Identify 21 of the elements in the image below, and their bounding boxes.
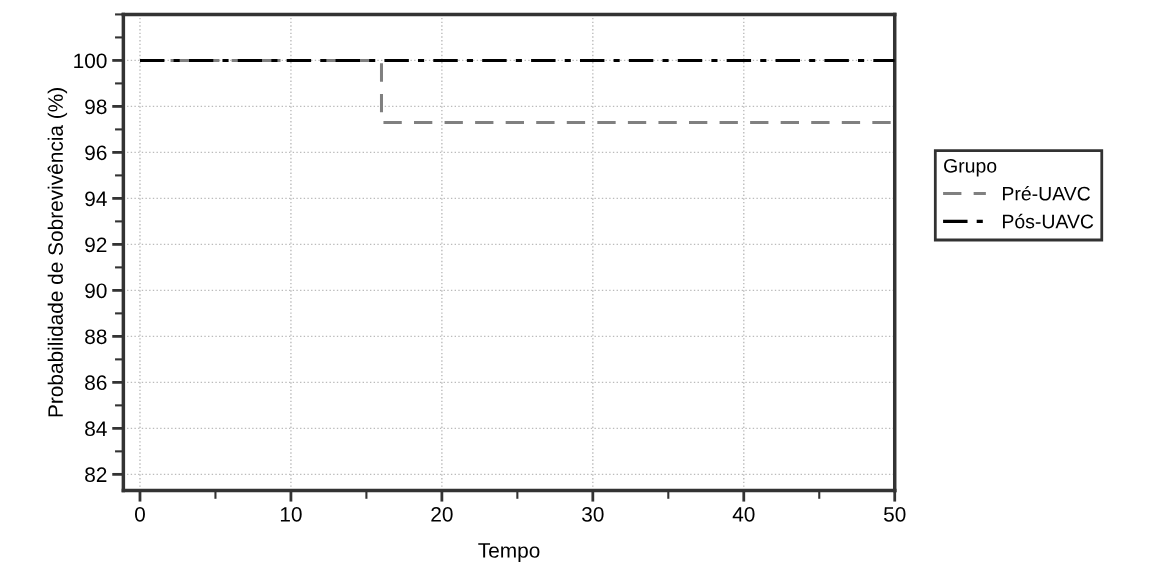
y-axis-title: Probabilidade de Sobrevivência (%) (47, 88, 68, 417)
legend-label: Pós-UAVC (1003, 213, 1094, 229)
x-tick-label: 20 (431, 506, 453, 522)
y-tick-label: 92 (85, 237, 107, 253)
legend-label: Pré-UAVC (1003, 186, 1090, 201)
legend-title: Grupo (944, 158, 997, 177)
y-tick-label: 94 (85, 191, 107, 207)
x-tick-label: 0 (135, 506, 145, 522)
y-tick-label: 90 (85, 283, 107, 299)
y-tick-label: 96 (85, 145, 107, 161)
y-tick-label: 100 (74, 53, 107, 69)
x-tick-label: 10 (280, 506, 302, 522)
x-axis-title: Tempo (478, 543, 540, 562)
y-tick-label: 82 (85, 467, 107, 483)
y-tick-label: 88 (85, 329, 107, 345)
x-tick-label: 30 (582, 506, 604, 522)
x-tick-label: 40 (732, 506, 755, 522)
y-tick-label: 86 (85, 375, 107, 391)
x-tick-label: 50 (883, 506, 906, 522)
y-tick-label: 98 (85, 99, 107, 115)
y-tick-label: 84 (85, 421, 107, 437)
